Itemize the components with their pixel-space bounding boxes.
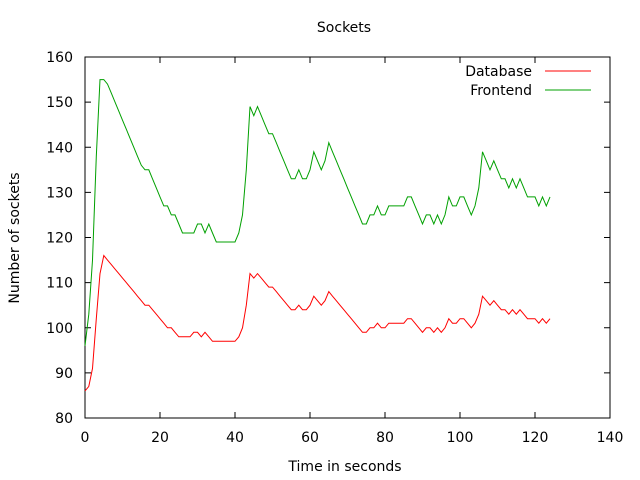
series-layer — [84, 79, 551, 392]
chart-title: Sockets — [317, 20, 371, 36]
x-tick-label: 80 — [376, 430, 394, 446]
x-tick-label: 100 — [447, 430, 474, 446]
series-line-database — [84, 254, 551, 392]
x-axis-label: Time in seconds — [287, 459, 401, 475]
legend: Database Frontend — [465, 64, 591, 99]
y-tick-label: 150 — [46, 95, 73, 111]
y-tick-label: 120 — [46, 231, 73, 247]
y-tick-label: 140 — [46, 140, 73, 156]
x-tick-label: 140 — [597, 430, 624, 446]
x-tick-label: 120 — [522, 430, 549, 446]
y-tick-label: 100 — [46, 321, 73, 337]
y-axis-label: Number of sockets — [7, 172, 23, 303]
y-tick-label: 110 — [46, 276, 73, 292]
x-tick-label: 40 — [226, 430, 244, 446]
x-tick-label: 60 — [301, 430, 319, 446]
legend-label-frontend: Frontend — [470, 83, 532, 99]
y-tick-label: 160 — [46, 50, 73, 66]
x-axis-ticks: 0 20 40 60 80 100 120 140 — [81, 57, 624, 446]
x-tick-label: 20 — [151, 430, 169, 446]
series-line-frontend — [84, 79, 551, 346]
x-tick-label: 0 — [81, 430, 90, 446]
legend-label-database: Database — [465, 64, 532, 80]
y-tick-label: 130 — [46, 185, 73, 201]
y-tick-label: 80 — [55, 411, 73, 427]
plot-frame — [84, 56, 611, 419]
y-tick-label: 90 — [55, 366, 73, 382]
y-axis-ticks: 80 90 100 110 120 130 140 150 160 — [46, 50, 610, 427]
